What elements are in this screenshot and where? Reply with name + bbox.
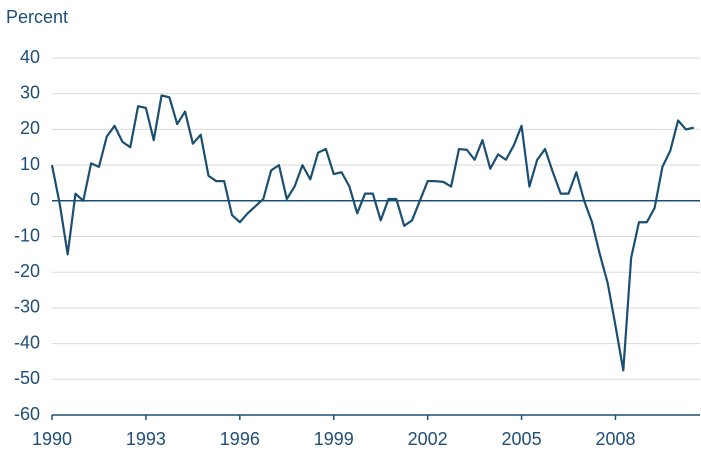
y-axis-label: Percent <box>6 7 68 27</box>
x-tick-label: 1999 <box>314 429 354 449</box>
y-tick-label: -50 <box>14 368 40 388</box>
y-tick-label: -10 <box>14 225 40 245</box>
y-tick-label: 10 <box>20 154 40 174</box>
x-tick-label: 2008 <box>595 429 635 449</box>
x-tick-label: 2005 <box>502 429 542 449</box>
x-tick-label: 2002 <box>408 429 448 449</box>
x-tick-label: 1993 <box>126 429 166 449</box>
y-tick-label: 20 <box>20 118 40 138</box>
y-tick-label: 40 <box>20 47 40 67</box>
x-tick-label: 1990 <box>32 429 72 449</box>
x-tick-label: 1996 <box>220 429 260 449</box>
y-tick-label: 30 <box>20 82 40 102</box>
y-tick-label: -40 <box>14 332 40 352</box>
y-tick-label: -30 <box>14 297 40 317</box>
y-tick-label: 0 <box>30 190 40 210</box>
y-tick-label: -60 <box>14 404 40 424</box>
data-line <box>50 94 694 372</box>
y-tick-label: -20 <box>14 261 40 281</box>
